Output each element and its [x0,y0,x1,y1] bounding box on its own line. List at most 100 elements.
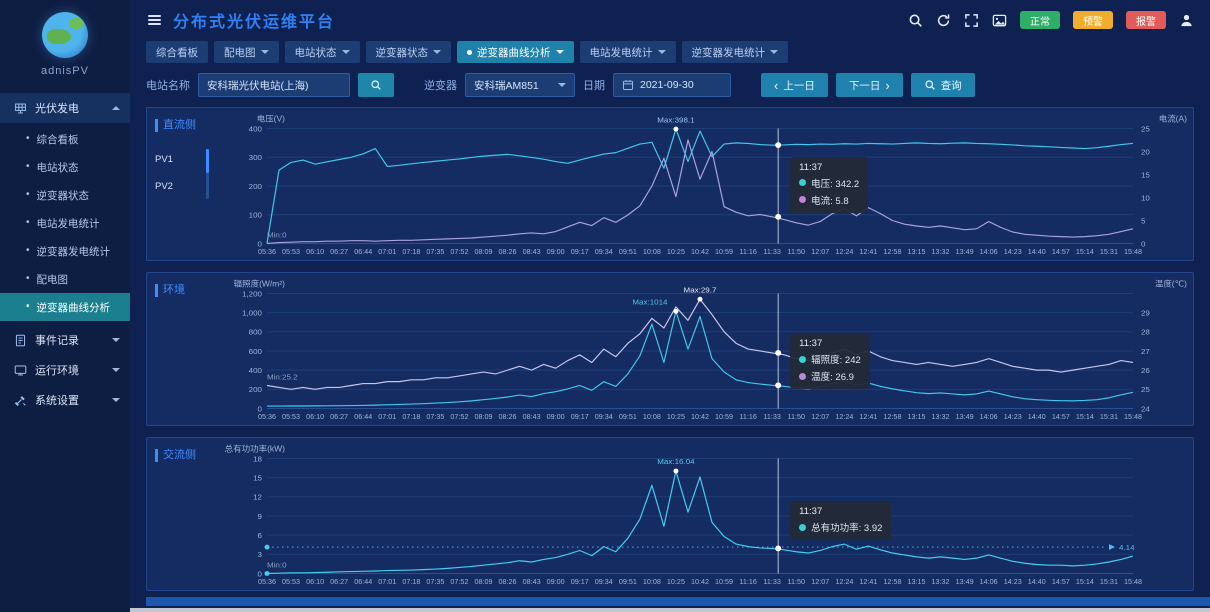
user-icon[interactable] [1179,13,1194,28]
submenu-item-3[interactable]: • 逆变器状态 [0,181,130,209]
tab-3[interactable]: 电站状态 [284,41,360,63]
svg-text:400: 400 [249,124,263,133]
alarm-badge-alarm[interactable]: 报警 [1126,11,1166,29]
svg-text:15:48: 15:48 [1124,413,1142,421]
submenu-item-5[interactable]: • 逆变器发电统计 [0,237,130,265]
svg-text:09:34: 09:34 [595,413,613,421]
svg-text:12:58: 12:58 [883,248,901,256]
chart-canvas[interactable]: 0 100 200 300 400 0 5 10 15 20 25 电压(V) 电流(A) 05:36 05… [221,113,1191,258]
submenu-item-6[interactable]: • 配电图 [0,265,130,293]
logo-text: adnisPV [41,65,89,77]
solar-icon [14,102,27,115]
chevron-down-icon [558,83,566,87]
svg-text:28: 28 [1141,328,1151,337]
svg-text:14:06: 14:06 [980,413,998,421]
svg-text:08:26: 08:26 [499,578,517,586]
panel-side: 直流侧 PV1 PV2 [155,113,221,258]
svg-text:13:49: 13:49 [956,578,974,586]
inverter-select[interactable]: 安科瑞AM851 [465,73,575,97]
calendar-icon [622,79,634,91]
menu-toggle-icon[interactable] [146,13,163,27]
tab-4[interactable]: 逆变器状态 [365,41,451,63]
svg-text:09:51: 09:51 [619,248,637,256]
station-search-button[interactable] [358,73,394,97]
svg-text:Max:398.1: Max:398.1 [657,115,694,124]
ac-side-chart-panel: 交流侧 0 3 6 9 12 15 18 总有功功率(kW) 05:36 05:53 06:10 06:… [146,437,1194,591]
svg-text:05:53: 05:53 [282,413,300,421]
svg-text:Min:25.2: Min:25.2 [267,373,298,382]
submenu-item-7[interactable]: • 逆变器曲线分析 [0,293,130,321]
submenu-item-label: 逆变器状态 [36,189,90,202]
date-input[interactable]: 2021-09-30 [613,73,731,97]
tab-label: 综合看板 [156,46,198,59]
svg-text:15:31: 15:31 [1100,578,1118,586]
svg-text:13:32: 13:32 [932,248,950,256]
svg-text:12:24: 12:24 [835,248,853,256]
legend-item-pv2[interactable]: PV2 [155,180,173,192]
svg-text:06:27: 06:27 [330,413,348,421]
sidebar-item-label: 运行环境 [35,365,79,377]
svg-text:11:33: 11:33 [763,248,781,256]
tab-2[interactable]: 配电图 [214,41,279,63]
svg-text:09:00: 09:00 [547,248,565,256]
tools-icon [14,394,27,407]
tab-7[interactable]: 逆变器发电统计 [681,41,788,63]
dc-side-chart-panel: 直流侧 PV1 PV2 0 100 200 300 400 0 5 10 15 20 25 电压(V) 电流(… [146,107,1194,261]
svg-text:07:01: 07:01 [378,578,396,586]
svg-text:11:16: 11:16 [739,578,757,586]
chart-area: 0 100 200 300 400 0 5 10 15 20 25 电压(V) 电流(A) 05:36 05… [221,113,1191,258]
sidebar-item-2[interactable]: 事件记录 [0,325,130,355]
legend-item-pv1[interactable]: PV1 [155,153,173,165]
gallery-icon[interactable] [992,13,1007,28]
sidebar-item-1[interactable]: 光伏发电 [0,93,130,123]
svg-text:11:50: 11:50 [787,413,805,421]
svg-text:9: 9 [258,512,262,521]
svg-text:0: 0 [258,570,263,579]
svg-text:400: 400 [249,366,263,375]
chart-area: 0 200 400 600 800 1,000 1,200 24 25 26 27 28 29 辐照度(W… [221,278,1191,423]
tab-6[interactable]: 电站发电统计 [579,41,676,63]
bullet-icon: • [26,301,30,312]
tab-5[interactable]: 逆变器曲线分析 [457,41,574,63]
svg-text:08:43: 08:43 [523,578,541,586]
refresh-icon[interactable] [936,13,951,28]
bottom-scrollbar[interactable] [146,597,1210,606]
sidebar: adnisPV 光伏发电 • 综合看板 • 电站状态 • 逆变器状态 • 电站发电统计 • 逆变器发… [0,0,130,612]
next-day-label: 下一日 [848,79,881,92]
legend-scrollbar[interactable] [206,148,209,199]
chart-canvas[interactable]: 0 200 400 600 800 1,000 1,200 24 25 26 27 28 29 辐照度(W… [221,278,1191,423]
sidebar-item-3[interactable]: 运行环境 [0,355,130,385]
next-day-button[interactable]: 下一日 › [835,73,903,97]
submenu-item-2[interactable]: • 电站状态 [0,153,130,181]
sidebar-menu: 光伏发电 • 综合看板 • 电站状态 • 逆变器状态 • 电站发电统计 • 逆变器发电统计 • 配电图 •… [0,93,130,612]
svg-text:07:52: 07:52 [450,413,468,421]
alarm-badge-warning[interactable]: 预警 [1073,11,1113,29]
chevron-left-icon: ‹ [774,77,779,93]
previous-day-button[interactable]: ‹ 上一日 [761,73,828,97]
tab-1[interactable]: 综合看板 [146,41,208,63]
svg-text:06:44: 06:44 [354,578,372,586]
svg-text:0: 0 [258,405,263,414]
station-name-input[interactable] [198,73,350,97]
query-button[interactable]: 查询 [910,73,975,97]
series-电压 [266,128,1134,244]
sidebar-item-label: 系统设置 [35,395,79,407]
submenu-item-1[interactable]: • 综合看板 [0,125,130,153]
submenu-item-label: 电站状态 [36,161,79,174]
tab-label: 电站发电统计 [589,46,653,59]
logo: adnisPV [0,0,130,81]
svg-text:12:58: 12:58 [883,578,901,586]
fullscreen-icon[interactable] [964,13,979,28]
svg-text:14:57: 14:57 [1052,248,1070,256]
svg-text:10:59: 10:59 [715,413,733,421]
submenu-item-4[interactable]: • 电站发电统计 [0,209,130,237]
svg-text:100: 100 [249,211,263,220]
alarm-badge-normal[interactable]: 正常 [1020,11,1060,29]
svg-text:05:53: 05:53 [282,578,300,586]
chevron-down-icon [555,50,564,54]
search-icon[interactable] [908,13,923,28]
svg-text:12:24: 12:24 [835,578,853,586]
svg-text:11:50: 11:50 [787,578,805,586]
sidebar-item-4[interactable]: 系统设置 [0,385,130,415]
